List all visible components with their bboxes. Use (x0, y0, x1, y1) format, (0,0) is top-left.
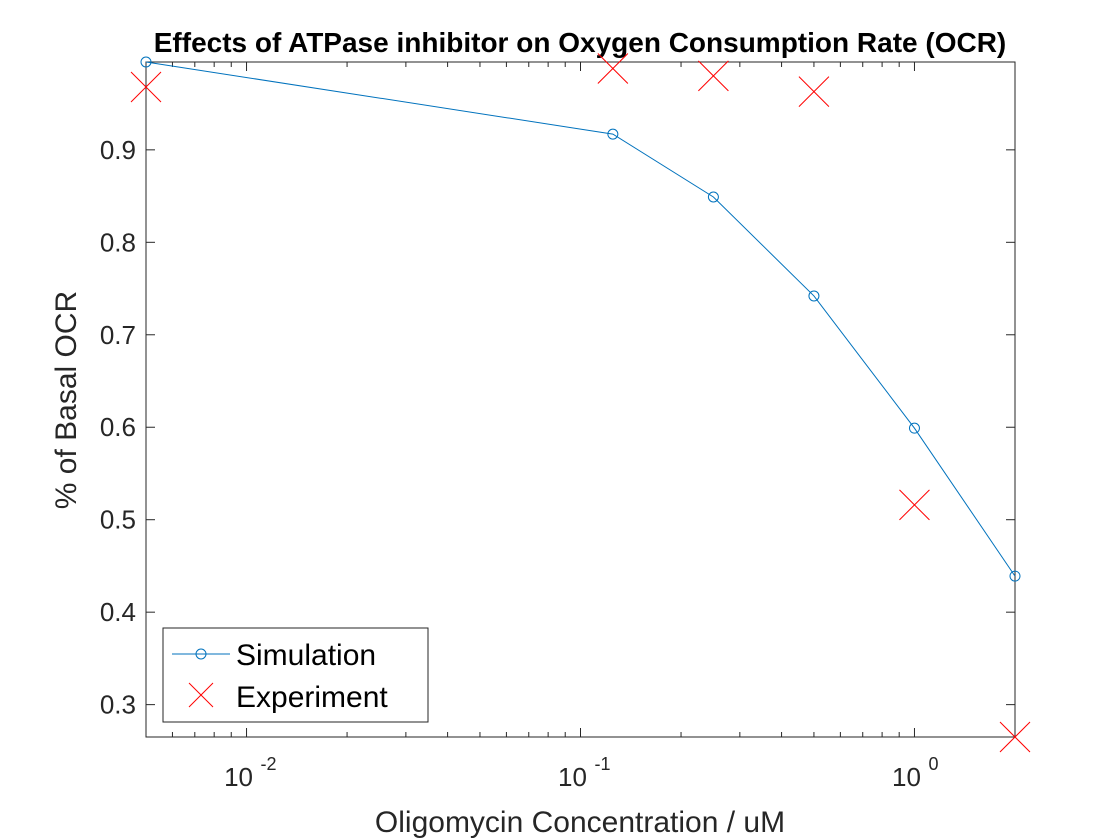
legend-box (162, 627, 429, 723)
series-line-simulation (145, 61, 1016, 577)
series-layer (130, 53, 1031, 753)
data-point-experiment (999, 721, 1031, 753)
chart-title: Effects of ATPase inhibitor on Oxygen Co… (154, 27, 1006, 58)
legend-experiment-marker (188, 682, 214, 708)
data-point-experiment (597, 53, 629, 84)
x-tick-label: 10 (558, 762, 587, 792)
legend-simulation-marker (195, 648, 207, 660)
legend: Simulation Experiment (162, 627, 429, 723)
data-point-simulation (140, 56, 152, 68)
y-tick-label: 0.4 (100, 597, 136, 627)
x-tick-exponent: -2 (261, 754, 277, 774)
data-point-simulation (908, 422, 920, 434)
data-point-simulation (1009, 570, 1021, 582)
x-axis-label: Oligomycin Concentration / uM (375, 806, 785, 839)
data-point-experiment (899, 489, 930, 521)
legend-experiment-label: Experiment (236, 681, 388, 714)
x-tick-label: 10 (224, 762, 253, 792)
x-tick-exponent: -1 (595, 754, 611, 774)
y-axis-label: % of Basal OCR (50, 291, 83, 509)
data-point-experiment (698, 60, 729, 92)
x-tick-exponent: 0 (928, 754, 938, 774)
plot-area (145, 61, 1016, 738)
data-point-experiment (130, 71, 162, 103)
data-point-simulation (607, 128, 619, 140)
data-point-experiment (798, 76, 830, 107)
y-tick-label: 0.6 (100, 412, 136, 442)
x-axis-ticks: 10 -2 10 -1 10 0 (145, 62, 1016, 792)
y-tick-label: 0.8 (100, 227, 136, 257)
x-tick-label: 10 (892, 762, 921, 792)
data-point-simulation (808, 290, 820, 302)
legend-simulation-label: Simulation (236, 639, 376, 672)
y-tick-label: 0.9 (100, 135, 136, 165)
data-point-simulation (707, 191, 719, 203)
y-tick-label: 0.3 (100, 690, 136, 720)
y-tick-label: 0.5 (100, 505, 136, 535)
y-axis-ticks: 0.3 0.4 0.5 0.6 0.7 0.8 0.9 (100, 135, 1015, 720)
y-tick-label: 0.7 (100, 320, 136, 350)
